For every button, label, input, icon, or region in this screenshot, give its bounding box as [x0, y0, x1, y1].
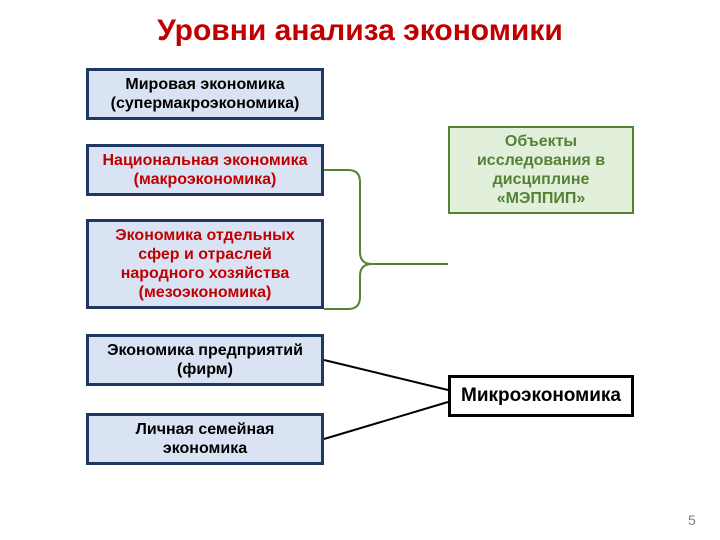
- box-sectors-economy-label: Экономика отдельных сфер и отраслей наро…: [95, 226, 315, 303]
- box-microeconomics: Микроэкономика: [448, 375, 634, 417]
- box-national-economy: Национальная экономика (макроэкономика): [86, 144, 324, 196]
- box-firms-economy: Экономика предприятий (фирм): [86, 334, 324, 386]
- box-firms-economy-label: Экономика предприятий (фирм): [95, 341, 315, 379]
- line-family-to-micro: [324, 402, 448, 439]
- page-number: 5: [688, 512, 696, 528]
- box-national-economy-label: Национальная экономика (макроэкономика): [95, 151, 315, 189]
- box-family-economy-label: Личная семейная экономика: [95, 420, 315, 458]
- line-firms-to-micro: [324, 360, 448, 390]
- box-world-economy-label: Мировая экономика (супермакроэкономика): [95, 75, 315, 113]
- box-sectors-economy: Экономика отдельных сфер и отраслей наро…: [86, 219, 324, 309]
- box-family-economy: Личная семейная экономика: [86, 413, 324, 465]
- box-research-objects: Объекты исследования в дисциплине «МЭППИ…: [448, 126, 634, 214]
- box-microeconomics-label: Микроэкономика: [461, 385, 621, 408]
- bracket-path: [324, 170, 448, 309]
- page-title: Уровни анализа экономики: [0, 14, 720, 48]
- box-world-economy: Мировая экономика (супермакроэкономика): [86, 68, 324, 120]
- box-research-objects-label: Объекты исследования в дисциплине «МЭППИ…: [456, 132, 626, 209]
